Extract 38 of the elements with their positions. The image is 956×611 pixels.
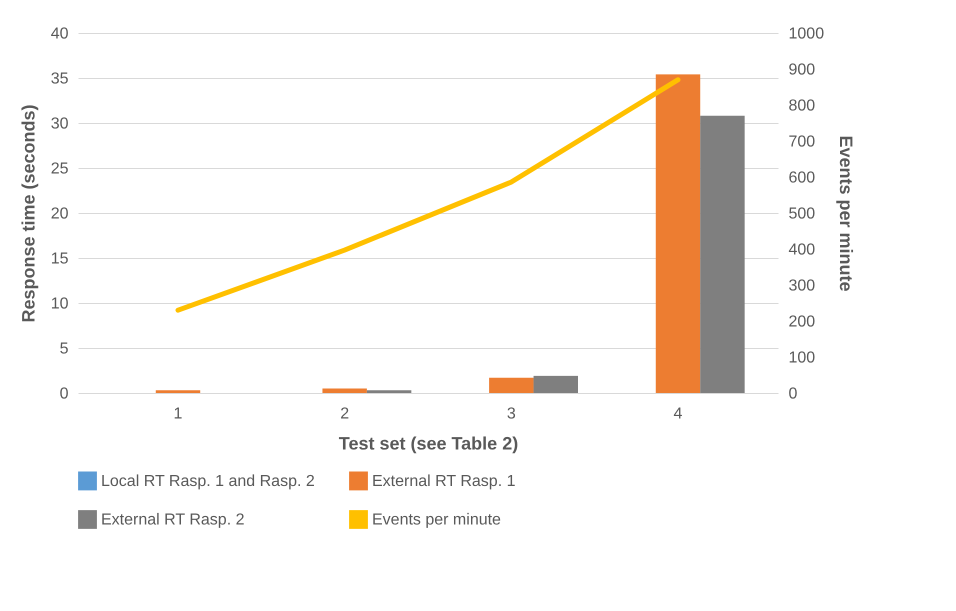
bar — [156, 390, 200, 393]
y-tick-label: 20 — [50, 206, 69, 222]
x-axis-title: Test set (see Table 2) — [338, 434, 518, 454]
legend-label: Events per minute — [372, 512, 502, 528]
y-tick-label: 35 — [50, 70, 69, 88]
y2-tick-label: 500 — [788, 206, 816, 222]
bar — [656, 74, 700, 393]
bar — [489, 378, 534, 393]
y-tick-label: 15 — [50, 250, 69, 268]
bar — [322, 388, 367, 393]
legend-label: Local RT Rasp. 1 and Rasp. 2 — [101, 472, 315, 490]
x-tick-label: 3 — [506, 406, 516, 422]
bar — [366, 390, 412, 393]
bar — [700, 116, 745, 393]
y2-tick-label: 200 — [788, 314, 816, 330]
y-tick-label: 5 — [60, 340, 69, 358]
y2-tick-label: 600 — [788, 170, 816, 186]
legend-label: External RT Rasp. 1 — [372, 472, 516, 490]
y-tick-label: 30 — [50, 116, 69, 132]
x-tick-label: 1 — [174, 406, 183, 422]
y-tick-label: 25 — [50, 160, 69, 178]
y2-tick-label: 0 — [788, 386, 798, 402]
y2-tick-label: 300 — [788, 278, 816, 294]
y-tick-label: 0 — [60, 386, 69, 402]
y2-tick-label: 900 — [788, 62, 816, 78]
legend-label: External RT Rasp. 2 — [101, 512, 245, 528]
y2-tick-label: 800 — [788, 98, 816, 114]
y2-axis-title: Events per minute — [836, 135, 856, 292]
y2-tick-label: 100 — [788, 350, 816, 366]
y2-tick-label: 400 — [788, 242, 816, 258]
x-tick-label: 4 — [674, 406, 683, 422]
y2-tick-label: 1000 — [788, 26, 824, 42]
y-axis-title: Response time (seconds) — [18, 104, 39, 323]
y-tick-label: 40 — [50, 26, 69, 42]
bar — [534, 376, 578, 393]
y2-tick-label: 700 — [788, 134, 816, 150]
x-tick-label: 2 — [340, 406, 350, 422]
y-tick-label: 10 — [50, 296, 69, 312]
